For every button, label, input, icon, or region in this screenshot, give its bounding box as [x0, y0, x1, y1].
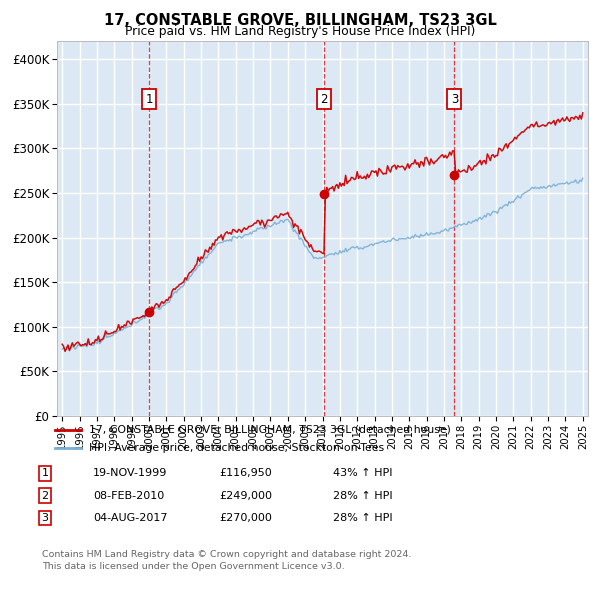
Text: This data is licensed under the Open Government Licence v3.0.: This data is licensed under the Open Gov… [42, 562, 344, 571]
Text: 1: 1 [145, 93, 153, 106]
Text: 3: 3 [451, 93, 458, 106]
Text: 17, CONSTABLE GROVE, BILLINGHAM, TS23 3GL: 17, CONSTABLE GROVE, BILLINGHAM, TS23 3G… [104, 13, 496, 28]
Text: 2: 2 [320, 93, 328, 106]
Text: £249,000: £249,000 [219, 491, 272, 500]
Text: 19-NOV-1999: 19-NOV-1999 [93, 468, 167, 478]
Text: 3: 3 [41, 513, 49, 523]
Text: HPI: Average price, detached house, Stockton-on-Tees: HPI: Average price, detached house, Stoc… [89, 443, 384, 453]
Text: £116,950: £116,950 [219, 468, 272, 478]
Text: 17, CONSTABLE GROVE, BILLINGHAM, TS23 3GL (detached house): 17, CONSTABLE GROVE, BILLINGHAM, TS23 3G… [89, 425, 451, 435]
Text: 28% ↑ HPI: 28% ↑ HPI [333, 513, 392, 523]
Text: Price paid vs. HM Land Registry's House Price Index (HPI): Price paid vs. HM Land Registry's House … [125, 25, 475, 38]
Text: Contains HM Land Registry data © Crown copyright and database right 2024.: Contains HM Land Registry data © Crown c… [42, 550, 412, 559]
Text: 43% ↑ HPI: 43% ↑ HPI [333, 468, 392, 478]
Text: £270,000: £270,000 [219, 513, 272, 523]
Text: 1: 1 [41, 468, 49, 478]
Text: 08-FEB-2010: 08-FEB-2010 [93, 491, 164, 500]
Text: 2: 2 [41, 491, 49, 500]
Text: 28% ↑ HPI: 28% ↑ HPI [333, 491, 392, 500]
Text: 04-AUG-2017: 04-AUG-2017 [93, 513, 167, 523]
